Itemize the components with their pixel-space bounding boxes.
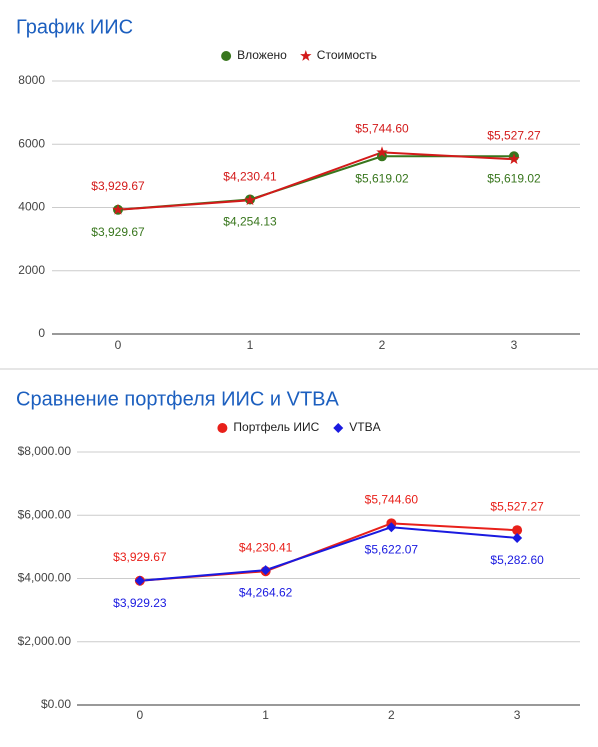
point-marker bbox=[260, 565, 271, 576]
x-tick-label: 3 bbox=[511, 338, 518, 352]
chart-title: График ИИС bbox=[16, 16, 133, 38]
y-tick-label: $0.00 bbox=[41, 697, 71, 711]
data-label: $4,254.13 bbox=[223, 215, 277, 229]
data-label: $5,622.07 bbox=[365, 542, 419, 556]
legend-marker bbox=[333, 423, 344, 433]
data-label: $5,744.60 bbox=[365, 492, 419, 506]
point-marker bbox=[112, 203, 124, 215]
data-label: $4,230.41 bbox=[239, 540, 293, 554]
x-tick-label: 2 bbox=[388, 708, 395, 722]
y-tick-label: 6000 bbox=[18, 136, 45, 150]
legend-label: Вложено bbox=[237, 48, 287, 62]
legend-label: Стоимость bbox=[317, 48, 377, 62]
legend-marker bbox=[300, 50, 312, 61]
legend-marker bbox=[221, 51, 232, 61]
y-tick-label: $2,000.00 bbox=[18, 634, 72, 648]
data-label: $5,619.02 bbox=[487, 171, 541, 185]
x-tick-label: 3 bbox=[514, 708, 521, 722]
point-marker bbox=[512, 532, 523, 543]
data-label: $5,619.02 bbox=[355, 171, 409, 185]
data-label: $3,929.67 bbox=[91, 225, 145, 239]
point-marker bbox=[244, 194, 256, 206]
series-line bbox=[117, 155, 514, 211]
y-tick-label: $4,000.00 bbox=[18, 571, 72, 585]
x-tick-label: 1 bbox=[247, 338, 254, 352]
data-label: $3,929.67 bbox=[91, 179, 145, 193]
data-label: $5,527.27 bbox=[490, 499, 544, 513]
data-label: $3,929.23 bbox=[113, 596, 167, 610]
legend-marker bbox=[217, 423, 228, 433]
point-marker bbox=[376, 146, 388, 158]
x-tick-label: 1 bbox=[262, 708, 269, 722]
point-marker bbox=[512, 525, 523, 536]
y-tick-label: 2000 bbox=[18, 263, 45, 277]
x-tick-label: 2 bbox=[379, 338, 386, 352]
series-line bbox=[139, 522, 518, 582]
data-label: $3,929.67 bbox=[113, 550, 167, 564]
y-tick-label: $8,000.00 bbox=[18, 444, 72, 458]
data-label: $4,230.41 bbox=[223, 169, 277, 183]
point-marker bbox=[508, 153, 520, 165]
point-marker bbox=[386, 522, 397, 533]
y-tick-label: $6,000.00 bbox=[18, 507, 72, 521]
legend-label: VTBA bbox=[349, 420, 380, 434]
data-label: $4,264.62 bbox=[239, 585, 293, 599]
point-marker bbox=[134, 575, 145, 586]
x-tick-label: 0 bbox=[115, 338, 122, 352]
series-line bbox=[139, 526, 518, 582]
y-tick-label: 0 bbox=[38, 326, 45, 340]
y-tick-label: 8000 bbox=[18, 73, 45, 87]
x-tick-label: 0 bbox=[137, 708, 144, 722]
data-label: $5,527.27 bbox=[487, 128, 541, 142]
legend-label: Портфель ИИС bbox=[233, 420, 319, 434]
data-label: $5,282.60 bbox=[490, 553, 544, 567]
series-line bbox=[117, 151, 515, 211]
chart-title: Сравнение портфеля ИИС и VTBA bbox=[16, 388, 340, 410]
y-tick-label: 4000 bbox=[18, 200, 45, 214]
data-label: $5,744.60 bbox=[355, 121, 409, 135]
